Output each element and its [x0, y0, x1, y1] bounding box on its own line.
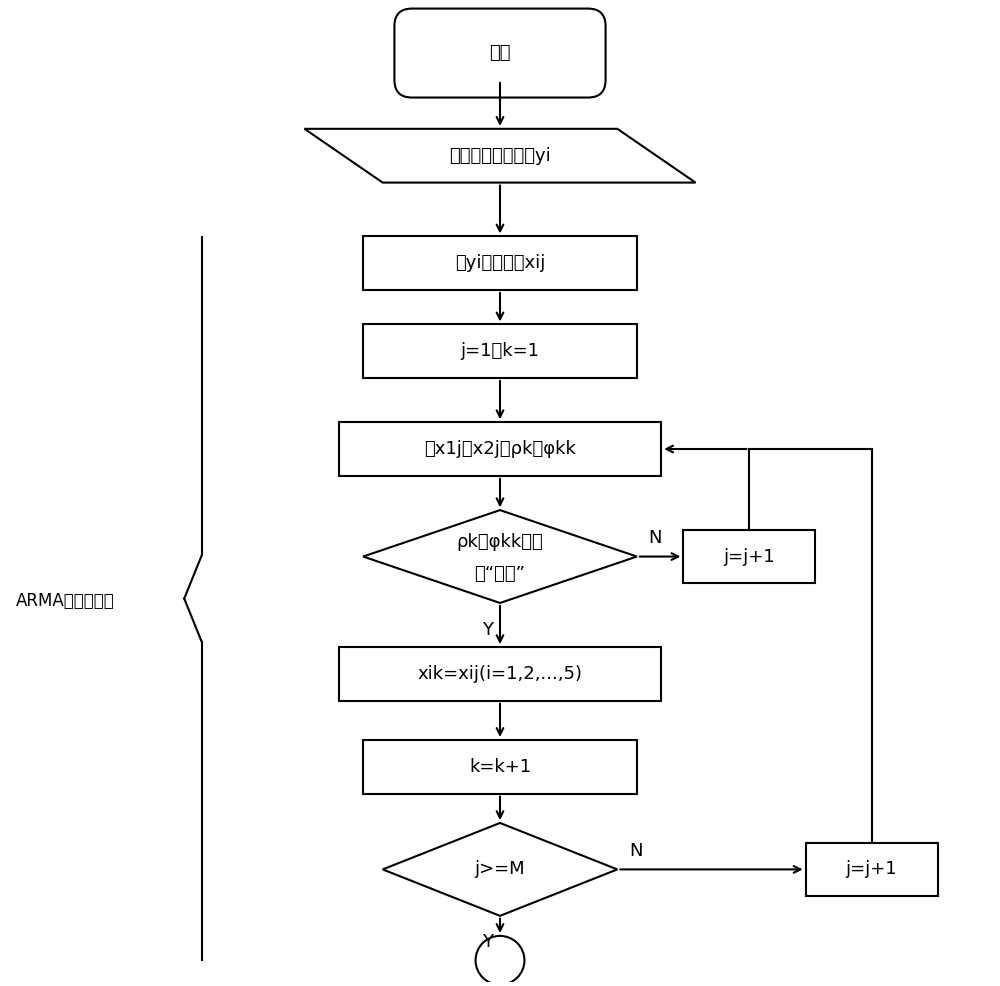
Text: 对yi分段得到xij: 对yi分段得到xij [455, 254, 545, 272]
Bar [683, 529, 815, 584]
PathPatch shape [383, 823, 617, 916]
Bar [339, 422, 661, 476]
Text: 开始: 开始 [489, 44, 511, 62]
Text: N: N [649, 528, 662, 547]
Text: ARMA平稳性检测: ARMA平稳性检测 [16, 592, 114, 609]
Text: 对x1j，x2j求ρk与φkk: 对x1j，x2j求ρk与φkk [424, 440, 576, 458]
Text: xik=xij(i=1,2,...,5): xik=xij(i=1,2,...,5) [418, 665, 582, 683]
Text: k=k+1: k=k+1 [469, 758, 531, 776]
Circle shape [476, 936, 524, 985]
Bar [339, 647, 661, 701]
Bar [363, 237, 637, 290]
PathPatch shape [363, 510, 637, 603]
Text: j=j+1: j=j+1 [846, 861, 897, 879]
Text: j=j+1: j=j+1 [723, 547, 775, 566]
Text: 在“拖尾”: 在“拖尾” [475, 565, 526, 583]
Bar [363, 740, 637, 794]
FancyBboxPatch shape [394, 9, 606, 98]
Text: 输入原始时间序列yi: 输入原始时间序列yi [449, 147, 551, 165]
Text: Y: Y [482, 934, 493, 951]
PathPatch shape [304, 129, 696, 182]
Text: Y: Y [482, 620, 493, 639]
Text: N: N [629, 842, 643, 860]
Bar [806, 842, 938, 896]
Bar [363, 324, 637, 378]
Text: ρk与φkk都存: ρk与φkk都存 [457, 532, 543, 551]
Text: j>=M: j>=M [475, 861, 525, 879]
Text: j=1，k=1: j=1，k=1 [461, 342, 540, 360]
